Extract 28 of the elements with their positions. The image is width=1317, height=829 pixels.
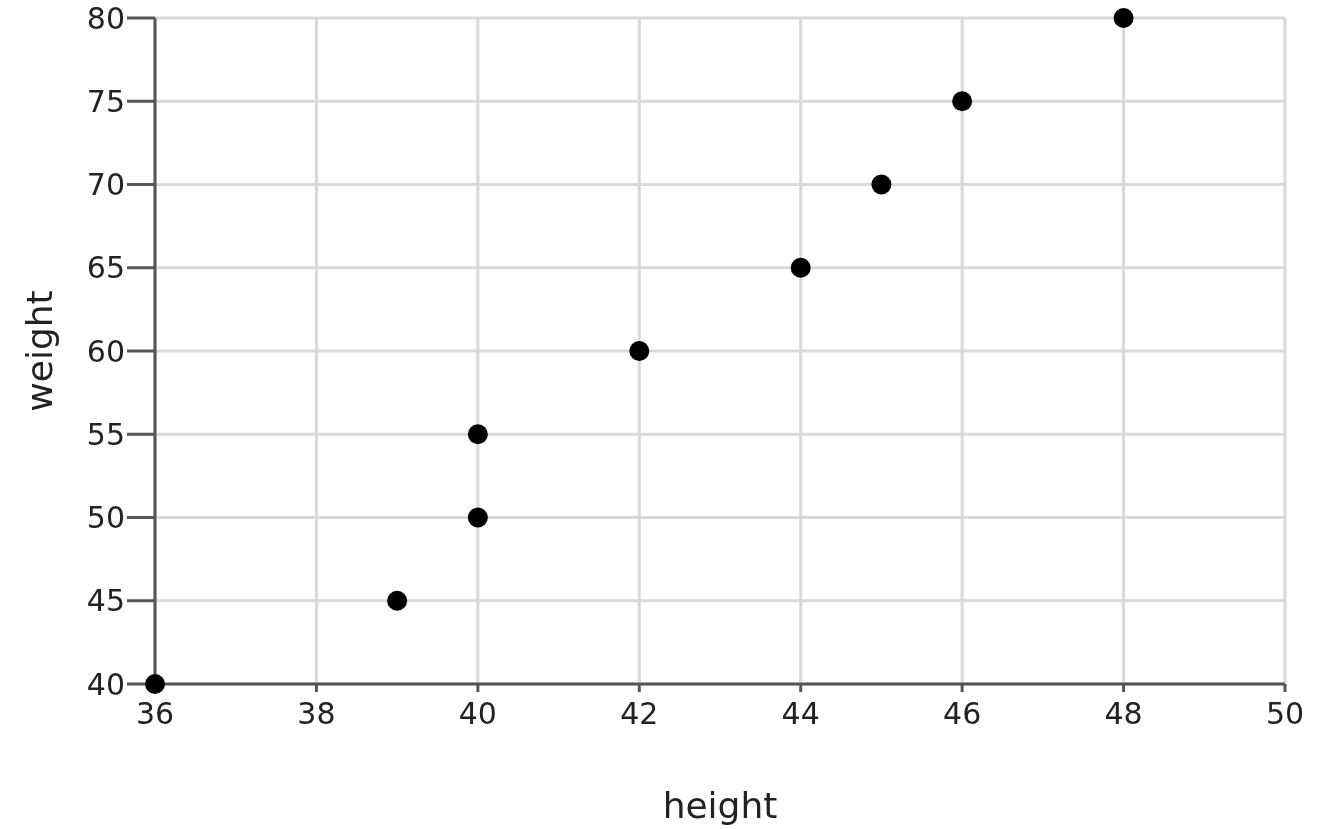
point [467, 507, 488, 528]
y-tick-label: 70 [86, 167, 125, 202]
x-tick-label: 40 [458, 696, 497, 731]
y-tick-label: 80 [86, 0, 125, 36]
x-tick-label: 44 [781, 696, 820, 731]
y-tick-label: 40 [86, 666, 125, 702]
x-tick-label: 46 [943, 696, 982, 731]
x-axis-title: height [662, 785, 778, 826]
point [387, 590, 408, 611]
x-tick-label: 48 [1104, 696, 1143, 731]
y-tick-label: 65 [86, 250, 125, 286]
y-axis-title: weight [19, 290, 60, 412]
y-tick-label: 75 [86, 83, 125, 119]
point [629, 341, 650, 361]
point [952, 91, 973, 112]
point [467, 424, 488, 445]
x-tick-label: 38 [297, 696, 336, 731]
point [871, 174, 892, 195]
y-tick-label: 45 [86, 583, 125, 619]
x-tick-label: 42 [620, 696, 659, 731]
point [790, 257, 811, 278]
point [1113, 8, 1134, 28]
y-tick-label: 55 [86, 416, 125, 452]
x-tick-label: 50 [1265, 696, 1305, 731]
y-tick-label: 60 [86, 333, 125, 369]
y-tick-label: 50 [86, 500, 125, 535]
point [145, 674, 165, 694]
x-tick-label: 36 [135, 696, 175, 731]
